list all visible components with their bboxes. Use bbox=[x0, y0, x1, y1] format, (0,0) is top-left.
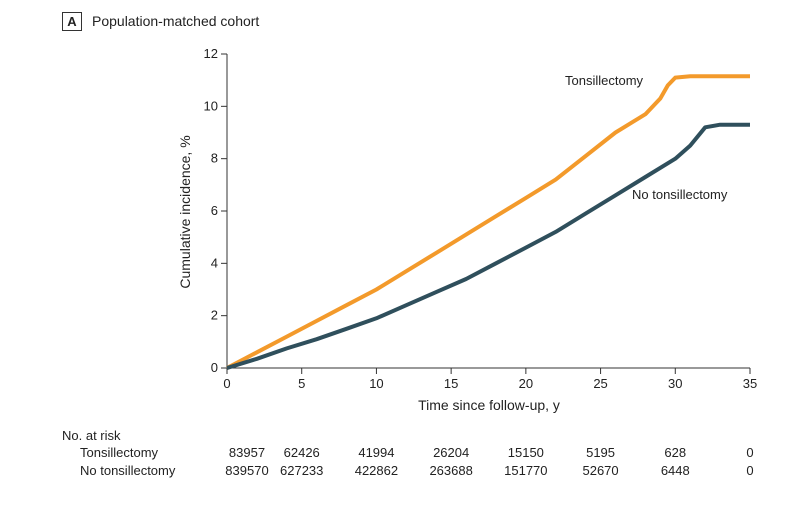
risk-cell: 263688 bbox=[429, 463, 473, 478]
risk-row-label-no-tonsillectomy: No tonsillectomy bbox=[80, 463, 176, 478]
series-line-tonsillectomy bbox=[226, 74, 750, 370]
risk-cell: 15150 bbox=[507, 445, 544, 460]
x-tick-label: 5 bbox=[298, 376, 305, 391]
risk-table: No. at risk Tonsillectomy No tonsillecto… bbox=[0, 428, 809, 498]
risk-row-label-tonsillectomy: Tonsillectomy bbox=[80, 445, 159, 460]
risk-cell: 6448 bbox=[660, 463, 690, 478]
series-layer bbox=[226, 74, 750, 370]
risk-cell: 41994 bbox=[358, 445, 395, 460]
y-tick-label: 0 bbox=[211, 360, 218, 375]
series-label-no-tonsillectomy: No tonsillectomy bbox=[632, 187, 728, 202]
risk-cell: 83957 bbox=[228, 445, 266, 460]
chart-plot: 0 2 4 6 8 10 12 0 5 10 15 20 25 30 35 Time since follo… bbox=[177, 46, 758, 413]
series-line-no-tonsillectomy bbox=[226, 122, 750, 370]
risk-cell: 26204 bbox=[433, 445, 470, 460]
risk-cell: 0 bbox=[746, 463, 754, 478]
y-tick-label: 6 bbox=[211, 203, 218, 218]
risk-cell: 839570 bbox=[225, 463, 269, 478]
y-tick-label: 8 bbox=[211, 151, 218, 166]
risk-cell: 627233 bbox=[280, 463, 324, 478]
y-axis-label: Cumulative incidence, % bbox=[177, 135, 193, 288]
x-tick-label: 10 bbox=[369, 376, 383, 391]
y-tick-label: 10 bbox=[204, 98, 218, 113]
risk-cell: 52670 bbox=[582, 463, 619, 478]
x-tick-label: 15 bbox=[444, 376, 458, 391]
y-tick-label: 12 bbox=[204, 46, 218, 61]
axes: 0 2 4 6 8 10 12 0 5 10 15 20 25 30 35 bbox=[204, 46, 758, 391]
series-label-tonsillectomy: Tonsillectomy bbox=[565, 73, 644, 88]
panel-tag: A bbox=[62, 12, 82, 31]
risk-cell: 628 bbox=[664, 445, 687, 460]
x-tick-label: 35 bbox=[743, 376, 757, 391]
y-tick-label: 2 bbox=[211, 308, 218, 323]
risk-cell: 62426 bbox=[283, 445, 320, 460]
x-tick-label: 0 bbox=[223, 376, 230, 391]
risk-cell: 422862 bbox=[354, 463, 399, 478]
risk-cell: 151770 bbox=[504, 463, 548, 478]
y-tick-label: 4 bbox=[211, 255, 218, 270]
chart-title: Population-matched cohort bbox=[92, 13, 260, 29]
risk-cell: 0 bbox=[746, 445, 754, 460]
risk-table-title: No. at risk bbox=[62, 428, 121, 443]
x-tick-label: 20 bbox=[519, 376, 533, 391]
x-tick-label: 30 bbox=[668, 376, 682, 391]
x-tick-label: 25 bbox=[593, 376, 607, 391]
x-axis-label: Time since follow-up, y bbox=[418, 397, 560, 413]
risk-cell: 5195 bbox=[586, 445, 616, 460]
